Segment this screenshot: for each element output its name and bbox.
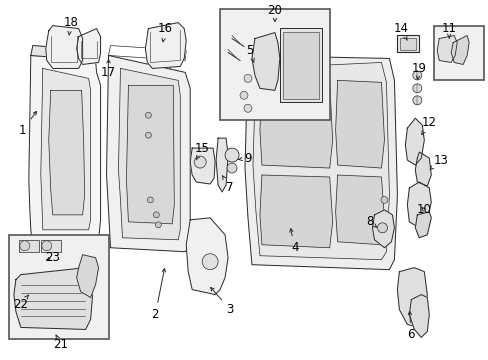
Bar — [397, 35, 419, 53]
Circle shape — [145, 112, 151, 118]
Polygon shape — [335, 80, 384, 168]
Text: 5: 5 — [246, 44, 254, 62]
Polygon shape — [126, 85, 174, 224]
Bar — [9, 235, 108, 339]
Circle shape — [380, 211, 387, 219]
Circle shape — [377, 223, 386, 233]
Polygon shape — [251, 32, 279, 90]
Polygon shape — [186, 218, 227, 294]
Polygon shape — [190, 148, 215, 184]
Text: 22: 22 — [13, 295, 28, 311]
Polygon shape — [397, 268, 427, 328]
Polygon shape — [46, 26, 82, 68]
Circle shape — [194, 156, 206, 168]
Circle shape — [153, 212, 159, 218]
Circle shape — [202, 254, 218, 270]
Text: 4: 4 — [289, 229, 298, 254]
Polygon shape — [450, 36, 468, 64]
Circle shape — [147, 197, 153, 203]
Polygon shape — [408, 294, 428, 337]
Circle shape — [412, 84, 421, 93]
Text: 11: 11 — [441, 22, 456, 38]
Bar — [279, 28, 321, 102]
Bar — [51, 54, 81, 58]
Polygon shape — [335, 175, 384, 245]
Polygon shape — [246, 46, 274, 68]
Circle shape — [224, 148, 239, 162]
Polygon shape — [106, 55, 190, 252]
Text: 9: 9 — [238, 152, 251, 165]
Text: 14: 14 — [393, 22, 408, 40]
Bar — [220, 9, 329, 120]
Bar — [19, 240, 39, 252]
Text: 15: 15 — [194, 141, 209, 160]
Polygon shape — [77, 28, 101, 64]
Text: 2: 2 — [151, 269, 165, 321]
Polygon shape — [31, 45, 96, 60]
Bar — [282, 32, 318, 99]
Text: 18: 18 — [63, 16, 78, 35]
Polygon shape — [145, 23, 186, 68]
Text: 21: 21 — [53, 335, 68, 351]
Text: 6: 6 — [407, 311, 414, 341]
Polygon shape — [407, 182, 430, 228]
Text: 17: 17 — [101, 59, 116, 79]
Polygon shape — [372, 210, 394, 248]
Polygon shape — [414, 152, 430, 186]
Circle shape — [244, 75, 251, 82]
Text: 7: 7 — [222, 176, 233, 194]
Text: 23: 23 — [45, 251, 60, 264]
Polygon shape — [118, 68, 180, 240]
Polygon shape — [77, 255, 99, 298]
Polygon shape — [244, 55, 397, 270]
Circle shape — [41, 241, 52, 251]
Polygon shape — [216, 138, 227, 192]
Circle shape — [382, 224, 389, 231]
Polygon shape — [49, 90, 84, 215]
Circle shape — [226, 163, 237, 173]
Circle shape — [145, 132, 151, 138]
Circle shape — [380, 197, 387, 203]
Polygon shape — [405, 118, 424, 165]
Bar — [41, 240, 61, 252]
Polygon shape — [260, 80, 332, 168]
Circle shape — [244, 104, 251, 112]
Circle shape — [412, 71, 421, 80]
Bar — [400, 37, 415, 50]
Circle shape — [412, 96, 421, 105]
Bar — [433, 26, 483, 80]
Text: 19: 19 — [411, 62, 426, 79]
Polygon shape — [14, 268, 92, 329]
Text: 3: 3 — [210, 288, 233, 316]
Polygon shape — [260, 175, 332, 248]
Text: 10: 10 — [416, 203, 431, 216]
Text: 12: 12 — [421, 116, 436, 134]
Polygon shape — [436, 36, 456, 62]
Text: 20: 20 — [267, 4, 282, 22]
Polygon shape — [252, 62, 388, 260]
Polygon shape — [29, 55, 101, 245]
Circle shape — [20, 241, 30, 251]
Polygon shape — [414, 212, 430, 238]
Polygon shape — [41, 68, 90, 230]
Text: 16: 16 — [158, 22, 172, 42]
Circle shape — [155, 222, 161, 228]
Circle shape — [240, 91, 247, 99]
Text: 13: 13 — [429, 154, 448, 169]
Text: 8: 8 — [365, 215, 376, 228]
Text: 1: 1 — [19, 111, 37, 137]
